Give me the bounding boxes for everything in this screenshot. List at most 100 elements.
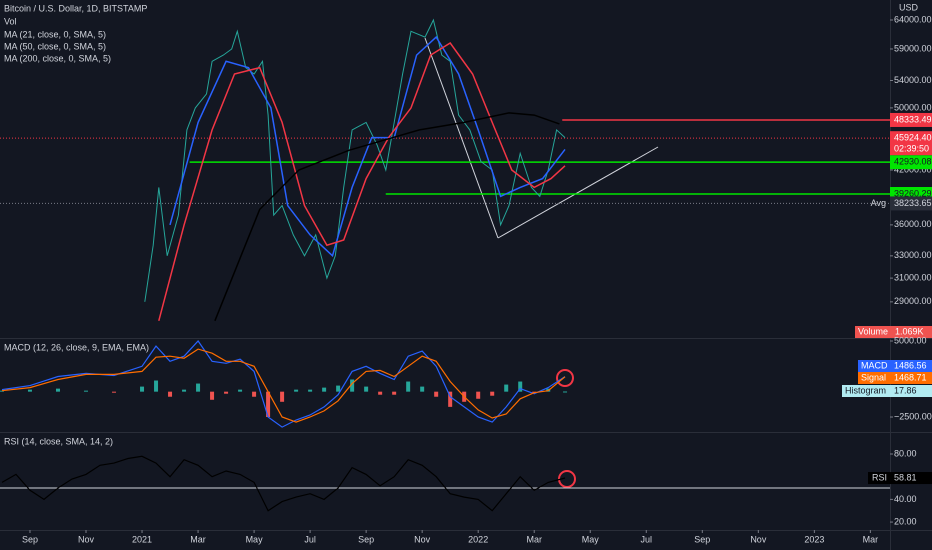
y-tick-label: 36000.00 xyxy=(894,219,932,229)
histogram-bar xyxy=(224,391,229,394)
volume-box xyxy=(855,326,932,338)
x-tick-label: Sep xyxy=(358,534,374,544)
trend-line xyxy=(424,37,499,239)
y-tick-label: 20.00 xyxy=(894,516,917,526)
histogram-bar xyxy=(27,389,32,392)
series-name: MACD xyxy=(861,360,888,370)
last-price-label: 45924.40 xyxy=(894,133,932,143)
volume-value: 1.069K xyxy=(895,326,924,336)
series-value-box xyxy=(890,360,932,372)
x-tick-label: Sep xyxy=(694,534,710,544)
x-tick-label: Nov xyxy=(78,534,95,544)
histogram-bar xyxy=(140,386,145,392)
y-tick-label: 54000.00 xyxy=(894,75,932,85)
histogram-bar xyxy=(294,389,299,392)
y-tick-label: 59000.00 xyxy=(894,43,932,53)
countdown-label: 02:39:50 xyxy=(894,144,929,154)
histogram-bar xyxy=(563,391,568,393)
macd-title: MACD (12, 26, close, 9, EMA, EMA) xyxy=(4,342,149,352)
x-tick-label: Jul xyxy=(304,534,316,544)
series-name: RSI xyxy=(872,472,887,482)
chart-title: Bitcoin / U.S. Dollar, 1D, BITSTAMP xyxy=(4,3,147,13)
series-name: Signal xyxy=(861,372,886,382)
histogram-bar xyxy=(0,390,4,392)
histogram-bar xyxy=(350,379,355,392)
histogram-name: Histogram xyxy=(845,385,886,395)
histogram-bar xyxy=(210,391,215,400)
histogram-bar xyxy=(84,390,89,392)
histogram-bar xyxy=(364,386,369,392)
histogram-value: 17.86 xyxy=(894,385,917,395)
last-price-box xyxy=(890,131,932,156)
moving-average xyxy=(214,112,560,322)
average-label: 38233.65 xyxy=(894,198,932,208)
volume-name: Volume xyxy=(858,326,888,336)
currency-label: USD xyxy=(899,2,919,12)
histogram-bar xyxy=(378,391,383,395)
histogram-value-box xyxy=(890,385,932,397)
x-tick-label: May xyxy=(246,534,264,544)
series-value: 58.81 xyxy=(894,472,917,482)
y-tick-label: 31000.00 xyxy=(894,272,932,282)
price-line xyxy=(144,18,566,302)
series-name-box xyxy=(858,372,890,384)
series-name-box xyxy=(868,472,890,485)
y-tick-label: 5000.00 xyxy=(894,335,927,345)
rsi-title: RSI (14, close, SMA, 14, 2) xyxy=(4,436,113,446)
histogram-bar xyxy=(196,383,201,392)
histogram-bar xyxy=(476,391,481,399)
histogram-bar xyxy=(112,391,117,393)
average-box xyxy=(890,196,932,211)
ma-legend: MA (50, close, 0, SMA, 5) xyxy=(4,41,106,51)
volume-legend: Vol xyxy=(4,16,17,26)
moving-average xyxy=(169,35,566,258)
x-tick-label: Nov xyxy=(414,534,431,544)
macd-line xyxy=(1,340,566,428)
histogram-bar xyxy=(154,380,159,392)
histogram-bar xyxy=(406,381,411,392)
histogram-bar xyxy=(448,391,453,407)
x-tick-label: Mar xyxy=(863,534,879,544)
histogram-bar xyxy=(322,387,327,392)
y-tick-label: −2500.00 xyxy=(894,411,932,421)
ma-legend: MA (200, close, 0, SMA, 5) xyxy=(4,53,111,63)
histogram-bar xyxy=(490,391,495,396)
x-tick-label: May xyxy=(582,534,600,544)
histogram-bar xyxy=(434,391,439,397)
series-value: 1468.71 xyxy=(894,372,927,382)
series-value-box xyxy=(890,472,932,485)
histogram-bar xyxy=(280,391,285,402)
x-tick-label: Jul xyxy=(641,534,653,544)
histogram-bar xyxy=(182,389,187,392)
x-tick-label: Nov xyxy=(750,534,767,544)
y-tick-label: 29000.00 xyxy=(894,296,932,306)
histogram-bar xyxy=(518,381,523,392)
x-tick-label: Mar xyxy=(526,534,542,544)
histogram-bar xyxy=(504,384,509,392)
x-tick-label: 2021 xyxy=(132,534,152,544)
series-value-box xyxy=(890,372,932,384)
y-tick-label: 64000.00 xyxy=(894,14,932,24)
histogram-bar xyxy=(238,389,243,392)
histogram-bar xyxy=(392,391,397,395)
y-tick-label: 40.00 xyxy=(894,494,917,504)
histogram-bar xyxy=(55,388,60,392)
x-tick-label: Sep xyxy=(22,534,38,544)
series-value: 1486.56 xyxy=(894,360,927,370)
level-box xyxy=(890,155,932,170)
y-tick-label: 50000.00 xyxy=(894,102,932,112)
series-name-box xyxy=(858,360,890,372)
x-tick-label: 2022 xyxy=(468,534,488,544)
histogram-bar xyxy=(308,389,313,392)
x-tick-label: Mar xyxy=(190,534,206,544)
x-tick-label: 2023 xyxy=(804,534,824,544)
ma-legend: MA (21, close, 0, SMA, 5) xyxy=(4,29,106,39)
level-label: 39260.29 xyxy=(894,188,932,198)
histogram-bar xyxy=(266,391,271,418)
histogram-bar xyxy=(252,391,257,397)
y-tick-label: 42000.00 xyxy=(894,164,932,174)
y-tick-label: 80.00 xyxy=(894,448,917,458)
histogram-bar xyxy=(336,385,341,392)
